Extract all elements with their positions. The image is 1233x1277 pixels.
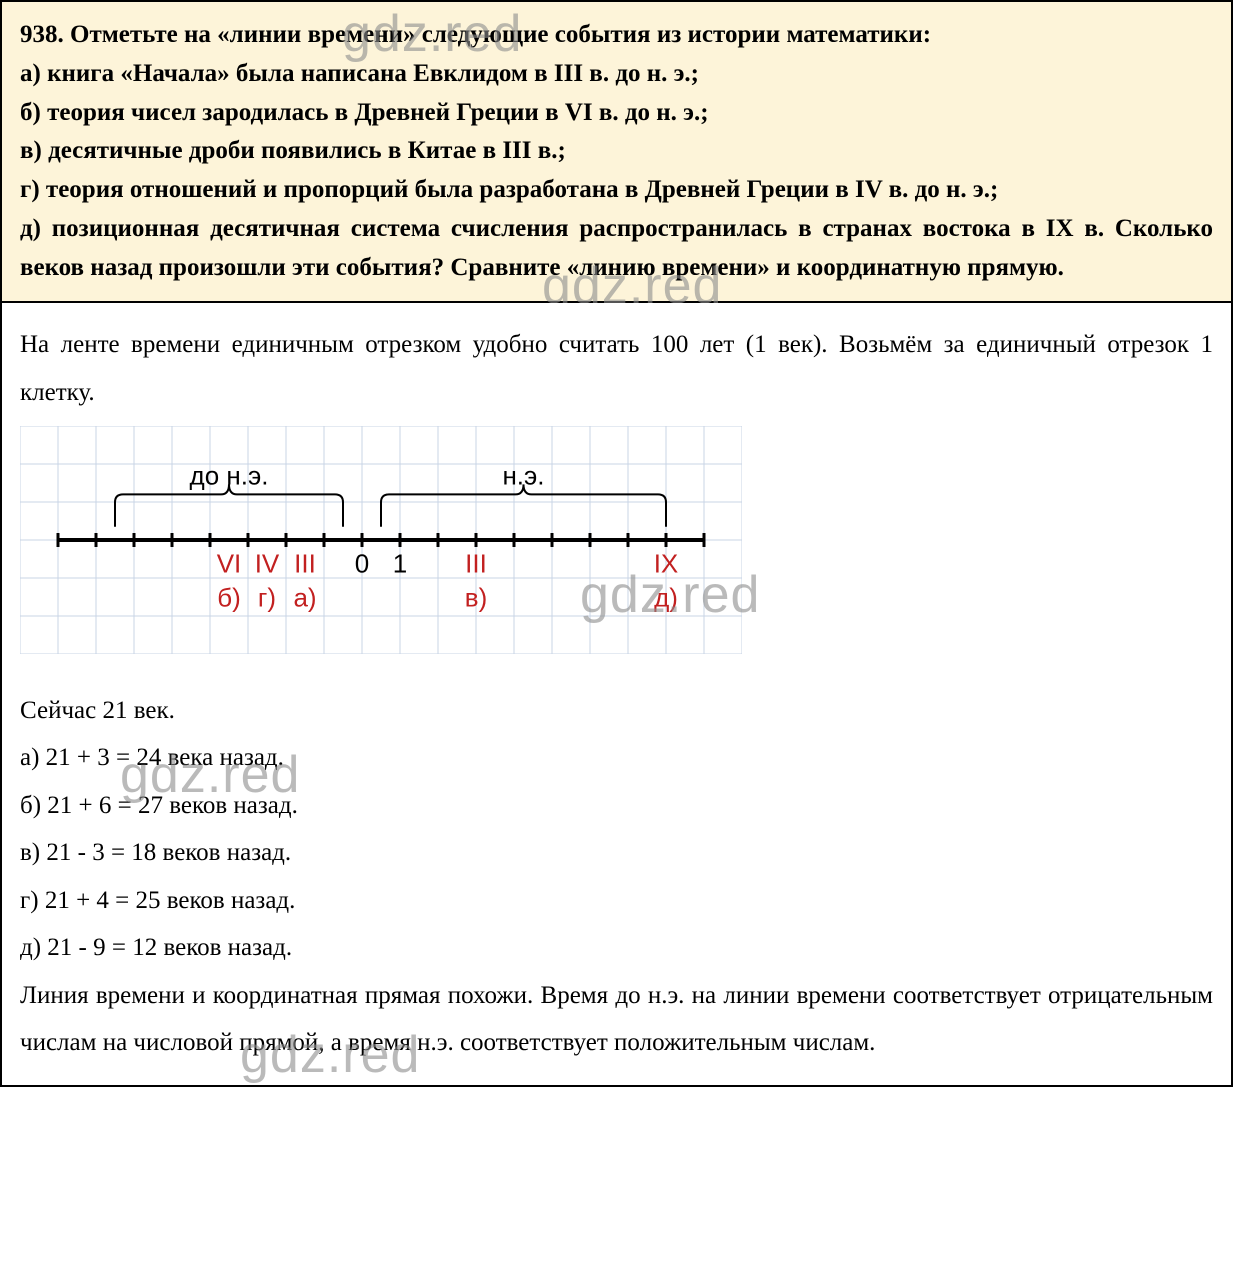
solution-calc-v: в) 21 - 3 = 18 веков назад. xyxy=(20,829,1213,877)
svg-text:III: III xyxy=(294,549,316,579)
svg-text:IV: IV xyxy=(255,549,280,579)
svg-text:1: 1 xyxy=(393,549,407,579)
svg-text:г): г) xyxy=(258,583,276,613)
timeline-diagram: gdz.red до н.э.н.э.01VIб)IVг)IIIа)IIIв)I… xyxy=(20,426,1213,671)
problem-line-g: г) теория отношений и пропорций была раз… xyxy=(20,171,1213,210)
svg-text:VI: VI xyxy=(217,549,242,579)
document-root: gdz.red gdz.red 938. Отметьте на «линии … xyxy=(0,0,1233,1087)
timeline-svg: до н.э.н.э.01VIб)IVг)IIIа)IIIв)IXд) xyxy=(20,426,742,654)
problem-line-a: а) книга «Начала» была написана Евклидом… xyxy=(20,55,1213,94)
problem-statement: gdz.red gdz.red 938. Отметьте на «линии … xyxy=(2,2,1231,303)
solution-calc-g: г) 21 + 4 = 25 веков назад. xyxy=(20,877,1213,925)
svg-text:б): б) xyxy=(217,583,241,613)
solution-calc-a: а) 21 + 3 = 24 века назад. xyxy=(20,734,1213,782)
solution-line-1: На ленте времени единичным отрезком удоб… xyxy=(20,321,1213,416)
solution-now: Сейчас 21 век. xyxy=(20,687,1213,735)
problem-intro-text: Отметьте на «линии времени» следующие со… xyxy=(70,21,931,48)
solution: На ленте времени единичным отрезком удоб… xyxy=(2,303,1231,1085)
problem-line-intro: 938. Отметьте на «линии времени» следующ… xyxy=(20,16,1213,55)
problem-line-d: д) позиционная десятичная система счисле… xyxy=(20,210,1213,288)
problem-line-b: б) теория чисел зародилась в Древней Гре… xyxy=(20,94,1213,133)
svg-text:в): в) xyxy=(465,583,487,613)
solution-conclusion: Линия времени и координатная прямая похо… xyxy=(20,972,1213,1067)
problem-number: 938. xyxy=(20,21,64,48)
solution-calc-d: д) 21 - 9 = 12 веков назад. xyxy=(20,924,1213,972)
svg-text:0: 0 xyxy=(355,549,369,579)
svg-text:III: III xyxy=(465,549,487,579)
svg-text:а): а) xyxy=(293,583,316,613)
svg-text:IX: IX xyxy=(654,549,679,579)
svg-text:д): д) xyxy=(654,583,678,613)
solution-calc-b: б) 21 + 6 = 27 веков назад. xyxy=(20,782,1213,830)
problem-line-v: в) десятичные дроби появились в Китае в … xyxy=(20,132,1213,171)
